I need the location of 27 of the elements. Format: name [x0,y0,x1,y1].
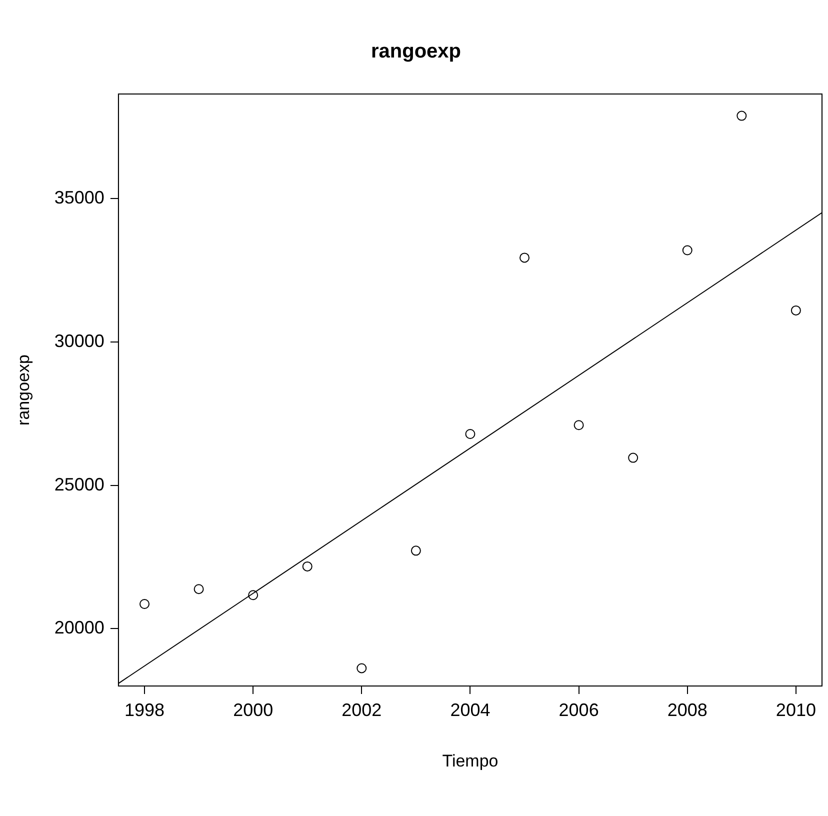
y-tick-label: 35000 [54,188,104,208]
point [736,110,747,121]
x-tick-label: 1998 [124,700,165,720]
point [520,252,530,263]
x-tick-label: 2006 [558,700,599,720]
point [140,599,150,610]
x-tick-label: 2004 [450,700,490,720]
x-axis-title: Tiempo [442,751,498,770]
point [194,584,204,594]
point [790,305,801,316]
x-tick-label: 2008 [667,700,708,720]
point [302,561,312,572]
point [574,420,584,430]
y-tick-label: 30000 [54,330,104,351]
point [628,452,638,463]
x-tick-label: 2002 [342,700,382,720]
x-tick-label: 2010 [776,700,816,720]
x-tick-label: 2000 [233,700,274,720]
point [410,546,421,556]
chart-title: rangoexp [370,40,462,63]
point [465,429,476,440]
y-axis-title: rangoexp [14,354,33,426]
y-tick-label: 25000 [54,474,104,494]
y-tick-label: 20000 [54,618,104,638]
point [356,663,367,674]
point [248,590,258,600]
point [682,245,692,256]
